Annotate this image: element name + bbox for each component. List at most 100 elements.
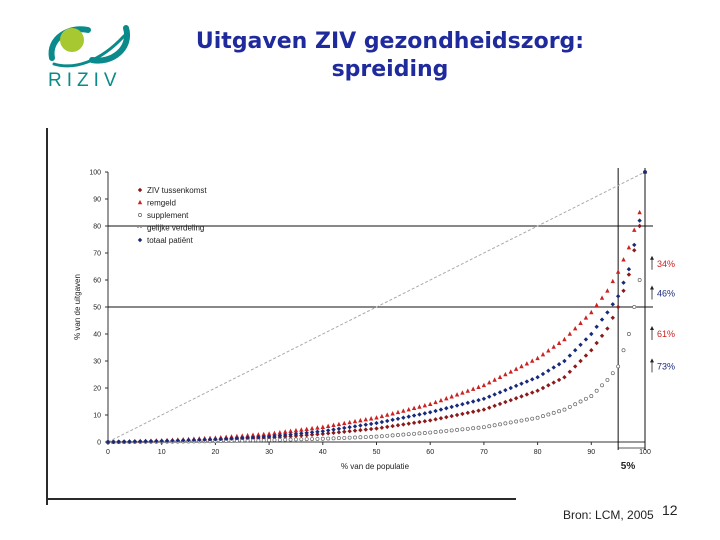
x-tick-label: 10 (158, 449, 166, 456)
data-point (293, 431, 299, 437)
data-point (642, 169, 648, 175)
data-point (395, 409, 401, 415)
data-point (610, 315, 615, 320)
data-point (406, 432, 411, 437)
data-point (347, 419, 352, 425)
data-point (358, 427, 363, 433)
data-point (583, 396, 588, 401)
data-point (621, 257, 626, 262)
data-point (503, 421, 508, 426)
data-point (417, 431, 422, 436)
data-point (481, 407, 487, 412)
legend-label: supplement (147, 211, 189, 220)
x-tick-label: 70 (480, 449, 488, 456)
data-point (572, 364, 578, 369)
y-tick-label: 80 (93, 224, 101, 231)
data-point (294, 437, 298, 442)
x-tick-label: 30 (265, 449, 273, 456)
data-point (583, 315, 589, 320)
legend: ZIV tussenkomst remgeld supplement gelijke … (137, 186, 207, 245)
data-point (272, 430, 277, 436)
data-point (261, 438, 266, 443)
data-point (245, 432, 250, 438)
data-point (470, 399, 476, 404)
x-axis-label: % van de populatie (341, 462, 410, 471)
data-point (368, 426, 374, 432)
data-point (422, 402, 428, 408)
data-point (331, 422, 336, 428)
data-point (487, 380, 492, 385)
data-point (481, 396, 487, 401)
data-point (610, 371, 615, 376)
data-point (299, 437, 304, 442)
data-point (266, 434, 272, 439)
data-point (599, 317, 605, 322)
data-point (390, 411, 395, 416)
data-point (557, 409, 562, 414)
data-point (632, 227, 637, 232)
data-point (422, 419, 428, 424)
data-point (567, 369, 573, 374)
data-point (610, 302, 615, 307)
data-point (358, 435, 363, 440)
data-point (138, 439, 143, 444)
data-point (535, 355, 540, 361)
data-point (283, 432, 288, 438)
data-point (309, 432, 315, 437)
data-point (594, 324, 599, 329)
data-point (508, 385, 513, 391)
data-point (621, 280, 626, 285)
data-point (476, 397, 481, 403)
data-point (180, 438, 186, 443)
data-point (449, 394, 454, 399)
data-point (605, 288, 610, 293)
data-point (497, 390, 503, 395)
source-note: Bron: LCM, 2005 (563, 508, 654, 522)
data-point (513, 366, 519, 371)
data-point (497, 401, 503, 407)
data-point (347, 429, 352, 434)
data-point (283, 429, 288, 434)
data-point (519, 363, 524, 369)
data-point (449, 428, 454, 433)
data-point (261, 434, 266, 440)
data-point (331, 436, 336, 441)
data-point (503, 387, 508, 393)
data-point (342, 435, 347, 440)
data-point (567, 353, 573, 358)
annotations: 34% 46% 61% 73% (618, 255, 675, 449)
annotation-arrowhead (650, 358, 654, 363)
data-point (320, 429, 325, 434)
data-point (572, 326, 578, 331)
data-point (304, 430, 309, 436)
data-point (615, 269, 621, 274)
data-point (411, 420, 417, 426)
data-point (508, 420, 513, 425)
y-tick-label: 100 (89, 170, 101, 177)
data-point (540, 351, 546, 357)
data-point (470, 386, 476, 391)
data-point (610, 278, 615, 284)
data-point (379, 419, 385, 425)
data-point (540, 371, 546, 377)
data-point (353, 435, 357, 440)
data-point (578, 399, 583, 404)
data-point (438, 397, 444, 403)
data-point (465, 410, 470, 416)
data-point (492, 392, 497, 397)
legend-marker (137, 237, 143, 243)
data-point (481, 382, 487, 388)
annotation-arrowhead (650, 285, 654, 290)
data-point (572, 348, 578, 353)
data-point (240, 433, 245, 438)
data-point (277, 433, 283, 438)
data-point (379, 413, 385, 419)
y-tick-label: 40 (93, 332, 101, 339)
data-point (535, 415, 540, 420)
data-point (428, 401, 433, 406)
data-point (444, 428, 449, 433)
annotation-label: 73% (657, 361, 675, 371)
logo-text: RIZIV (48, 70, 122, 91)
data-point (256, 432, 261, 437)
